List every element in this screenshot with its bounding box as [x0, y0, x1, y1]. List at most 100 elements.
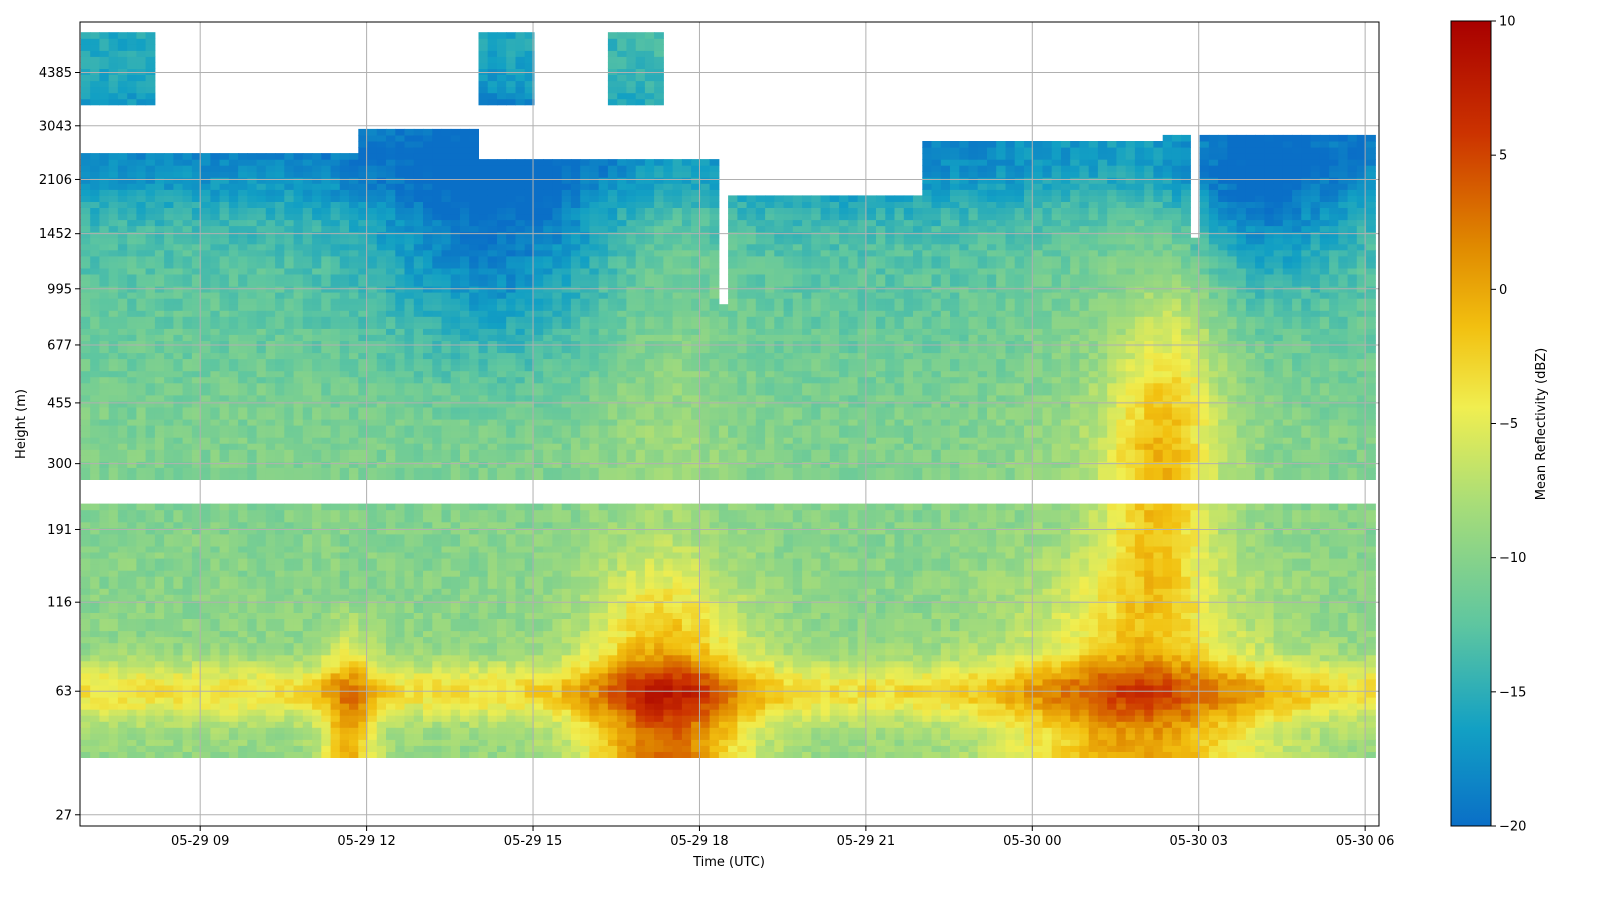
heatmap-cell [376, 267, 387, 275]
heatmap-cell [80, 92, 91, 100]
heatmap-cell [534, 576, 544, 583]
heatmap-cell [423, 437, 433, 444]
heatmap-cell [376, 171, 387, 178]
heatmap-cell [80, 231, 91, 239]
heatmap-cell [145, 751, 156, 758]
heatmap-cell [136, 594, 147, 601]
heatmap-cell [238, 648, 248, 656]
heatmap-cell [478, 558, 489, 565]
heatmap-cell [321, 310, 332, 317]
heatmap-cell [201, 533, 211, 541]
heatmap-cell [247, 431, 258, 438]
heatmap-cell [413, 576, 424, 583]
heatmap-cell [506, 32, 516, 39]
heatmap-cell [487, 171, 498, 178]
heatmap-cell [349, 630, 359, 638]
heatmap-cell [478, 539, 489, 547]
heatmap-cell [219, 672, 230, 680]
heatmap-cell [497, 406, 507, 414]
heatmap-cell [219, 159, 230, 166]
heatmap-cell [191, 745, 202, 752]
heatmap-cell [90, 648, 100, 656]
heatmap-cell [127, 38, 137, 45]
heatmap-cell [515, 32, 526, 39]
heatmap-cell [256, 715, 267, 722]
heatmap-cell [376, 334, 387, 341]
heatmap-cell [506, 660, 516, 668]
heatmap-cell [441, 660, 452, 668]
heatmap-cell [191, 473, 202, 480]
heatmap-cell [219, 358, 230, 366]
heatmap-cell [201, 310, 211, 317]
heatmap-cell [321, 382, 332, 390]
heatmap-cell [136, 527, 147, 535]
heatmap-cell [432, 684, 443, 692]
heatmap-cell [99, 594, 110, 601]
heatmap-cell [450, 582, 461, 589]
heatmap-cell [210, 286, 221, 293]
heatmap-cell [90, 588, 100, 595]
heatmap-cell [247, 660, 258, 668]
heatmap-cell [469, 467, 479, 474]
heatmap-cell [524, 346, 535, 354]
heatmap-cell [238, 612, 248, 619]
heatmap-cell [99, 68, 110, 75]
heatmap-cell [423, 588, 433, 595]
heatmap-cell [201, 473, 211, 480]
heatmap-cell [506, 545, 516, 553]
heatmap-cell [108, 400, 119, 408]
heatmap-cell [154, 413, 165, 420]
heatmap-cell [404, 141, 415, 148]
heatmap-cell [534, 316, 544, 323]
heatmap-cell [358, 751, 369, 758]
heatmap-cell [302, 346, 313, 354]
heatmap-cell [395, 624, 406, 632]
heatmap-cell [90, 92, 100, 100]
heatmap-cell [191, 413, 202, 420]
heatmap-cell [127, 406, 137, 414]
heatmap-cell [469, 733, 479, 740]
heatmap-cell [201, 213, 211, 221]
heatmap-cell [312, 558, 322, 565]
heatmap-cell [515, 624, 526, 632]
heatmap-cell [506, 171, 516, 178]
heatmap-cell [80, 648, 91, 656]
heatmap-cell [413, 630, 424, 638]
heatmap-cell [423, 473, 433, 480]
heatmap-cell [404, 455, 415, 462]
heatmap-cell [469, 533, 479, 541]
heatmap-cell [191, 721, 202, 728]
heatmap-cell [358, 376, 369, 384]
heatmap-cell [136, 183, 147, 190]
heatmap-cell [487, 630, 498, 638]
heatmap-cell [515, 207, 526, 215]
heatmap-cell [450, 328, 461, 335]
heatmap-cell [265, 346, 276, 354]
heatmap-cell [534, 273, 544, 281]
heatmap-cell [164, 703, 174, 710]
heatmap-cell [164, 697, 174, 704]
heatmap-cell [478, 594, 489, 601]
heatmap-cell [349, 455, 359, 462]
heatmap-cell [515, 648, 526, 656]
heatmap-cell [210, 709, 221, 716]
heatmap-cell [238, 727, 248, 734]
heatmap-cell [99, 322, 110, 329]
heatmap-cell [358, 666, 369, 674]
heatmap-cell [413, 467, 424, 474]
heatmap-cell [219, 552, 230, 559]
heatmap-cell [367, 721, 378, 728]
heatmap-cell [524, 552, 535, 559]
heatmap-cell [330, 666, 341, 674]
heatmap-cell [524, 352, 535, 360]
heatmap-cell [497, 183, 507, 190]
heatmap-cell [358, 388, 369, 396]
heatmap-cell [339, 624, 350, 632]
heatmap-cell [164, 201, 174, 208]
heatmap-cell [460, 177, 470, 184]
heatmap-cell [349, 419, 359, 426]
heatmap-cell [201, 406, 211, 414]
heatmap-cell [99, 406, 110, 414]
heatmap-cell [191, 751, 202, 758]
heatmap-cell [358, 533, 369, 541]
